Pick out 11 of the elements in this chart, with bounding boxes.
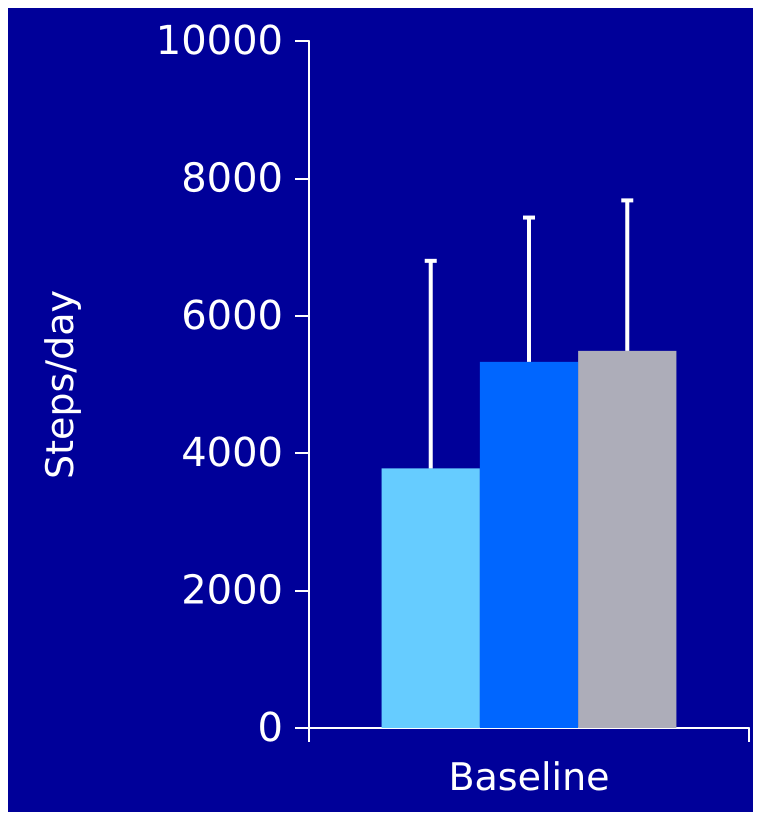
y-tick-label: 6000 [181, 292, 283, 339]
bar [382, 468, 480, 728]
bar [480, 362, 578, 728]
bar [578, 350, 676, 728]
y-tick-label: 0 [258, 705, 283, 751]
y-tick-label: 10000 [156, 18, 283, 64]
y-tick-label: 4000 [181, 430, 283, 476]
y-axis-title: Steps/day [38, 290, 82, 480]
y-tick-label: 2000 [181, 568, 283, 614]
y-tick-label: 8000 [181, 155, 283, 202]
x-tick-label: Baseline [448, 755, 610, 799]
